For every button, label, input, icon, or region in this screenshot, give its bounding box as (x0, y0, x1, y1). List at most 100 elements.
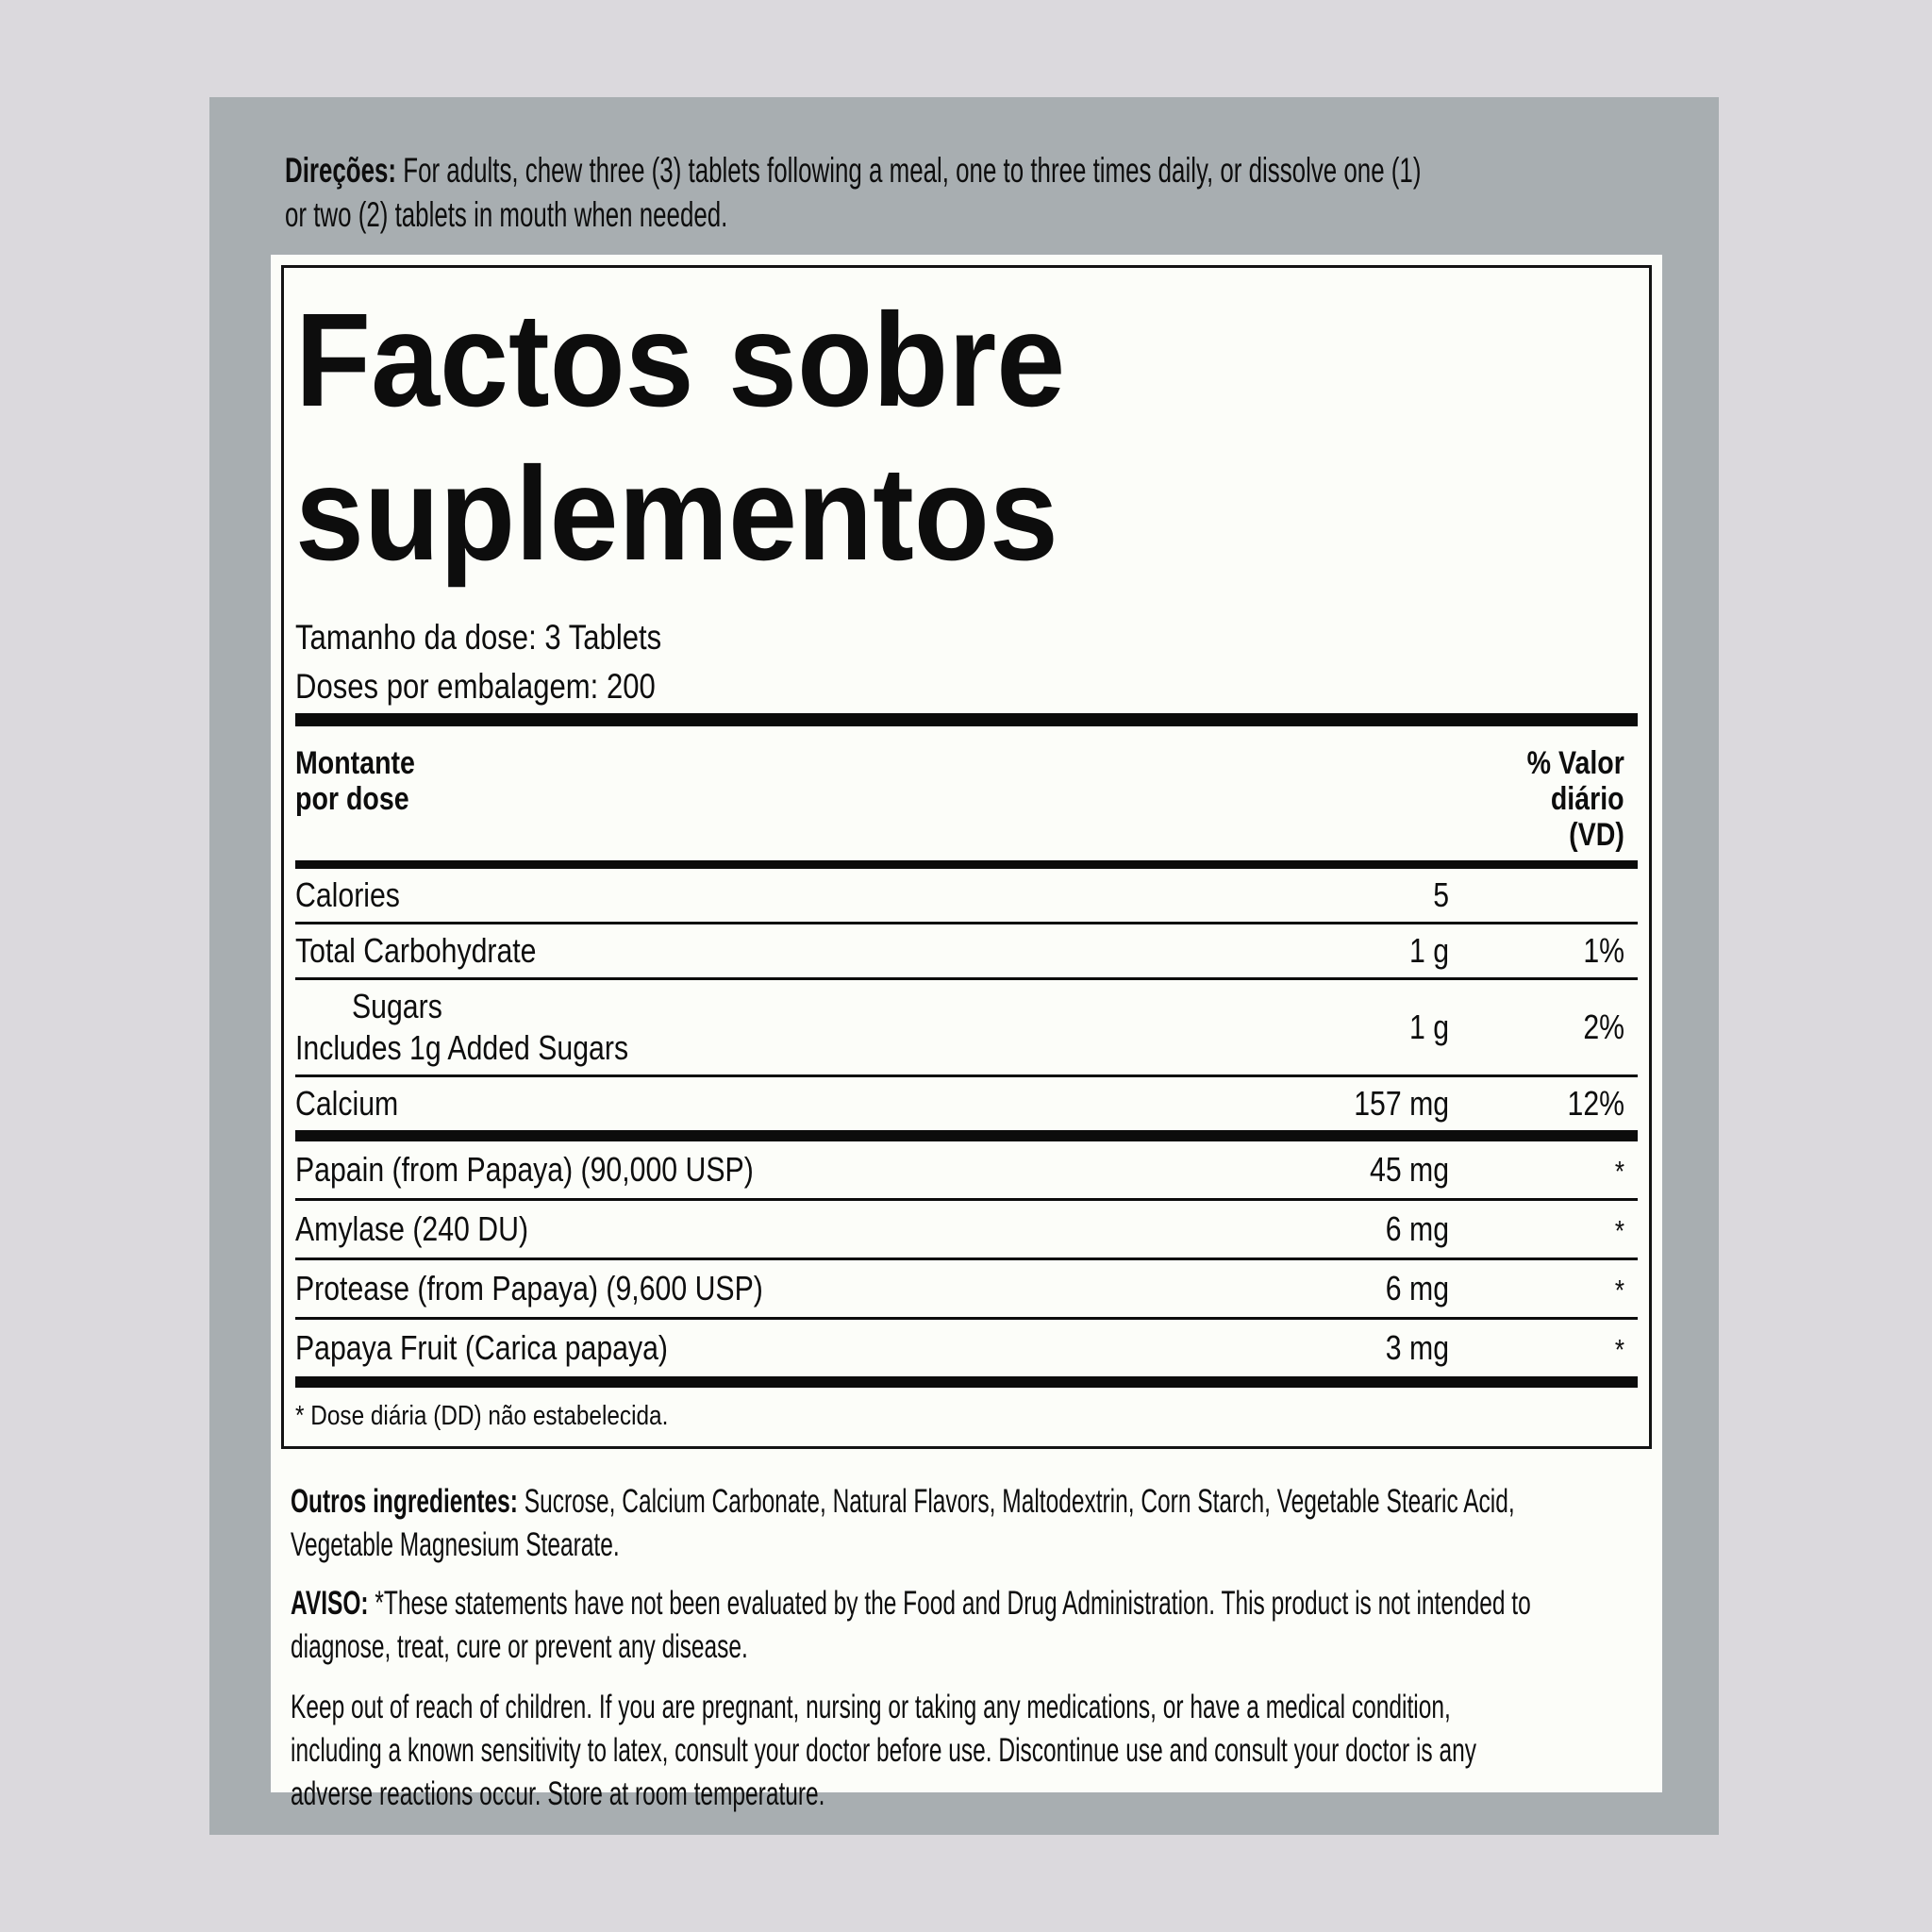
row-label: Papaya Fruit (Carica papaya) (295, 1327, 1307, 1369)
table-row-amylase: Amylase (240 DU) 6 mg * (295, 1201, 1638, 1260)
caution-line-1: Keep out of reach of children. If you ar… (291, 1686, 1642, 1729)
row-dv: 2% (1449, 1007, 1638, 1048)
directions-line-1: Direções: For adults, chew three (3) tab… (285, 148, 1672, 192)
caution-line-3: adverse reactions occur. Store at room t… (291, 1773, 1642, 1816)
row-amount: 1 g (1307, 1007, 1449, 1048)
servings-per-container-text: Doses por embalagem: 200 (295, 667, 656, 706)
fda-warning-paragraph: AVISO: *These statements have not been e… (291, 1582, 1642, 1669)
directions-line-2: or two (2) tablets in mouth when needed. (285, 192, 1672, 237)
row-amount-text: 3 mg (1385, 1328, 1449, 1367)
divider-thick-top (295, 713, 1638, 726)
row-amount-text: 1 g (1408, 931, 1449, 970)
dv-header-line-1: % Valor (1430, 745, 1624, 781)
facts-footnote: * Dose diária (DD) não estabelecida. (295, 1388, 1638, 1446)
caution-text-3: adverse reactions occur. Store at room t… (291, 1775, 825, 1812)
dv-header-text-3: (VD) (1569, 817, 1624, 853)
facts-table-header: Montante por dose % Valor diário (VD) (295, 726, 1638, 853)
label-gray-panel: Direções: For adults, chew three (3) tab… (209, 97, 1719, 1835)
row-dv: 12% (1449, 1083, 1638, 1124)
row-label-text: Total Carbohydrate (295, 931, 537, 970)
row-amount: 45 mg (1307, 1149, 1449, 1191)
row-label: Sugars Includes 1g Added Sugars (295, 986, 1307, 1069)
caution-paragraph: Keep out of reach of children. If you ar… (291, 1686, 1642, 1816)
supplement-facts-box: Factos sobre suplementos Tamanho da dose… (281, 265, 1652, 1449)
caution-line-2: including a known sensitivity to latex, … (291, 1729, 1642, 1773)
row-label: Calories (295, 874, 1307, 916)
row-sublabel-text: Includes 1g Added Sugars (295, 1028, 629, 1067)
directions-line-1-text: For adults, chew three (3) tablets follo… (396, 151, 1422, 190)
row-label-text: Calcium (295, 1084, 399, 1123)
row-label: Protease (from Papaya) (9,600 USP) (295, 1268, 1307, 1309)
label-paragraphs: Outros ingredientes: Sucrose, Calcium Ca… (271, 1459, 1662, 1816)
row-dv-text: * (1614, 1274, 1624, 1307)
table-row-papaya-fruit: Papaya Fruit (Carica papaya) 3 mg * (295, 1320, 1638, 1388)
row-amount: 3 mg (1307, 1327, 1449, 1369)
row-dv-text: * (1614, 1155, 1624, 1188)
fda-warning-lead: AVISO: (291, 1585, 369, 1622)
row-label: Amylase (240 DU) (295, 1208, 1307, 1250)
facts-title-line-2: suplementos (295, 437, 1638, 591)
row-amount: 6 mg (1307, 1208, 1449, 1250)
other-ingredients-text-2: Vegetable Magnesium Stearate. (291, 1526, 620, 1563)
row-amount-text: 6 mg (1385, 1209, 1449, 1248)
amount-header-text-2: por dose (295, 781, 409, 817)
dv-header-text-1: % Valor (1526, 745, 1624, 781)
row-label-text: Amylase (240 DU) (295, 1209, 529, 1248)
row-amount-text: 1 g (1408, 1008, 1449, 1046)
row-dv: * (1449, 1207, 1638, 1252)
caution-text-2: including a known sensitivity to latex, … (291, 1732, 1476, 1769)
row-label-text: Sugars (352, 987, 442, 1025)
fda-warning-rest: *These statements have not been evaluate… (368, 1585, 1531, 1622)
serving-info: Tamanho da dose: 3 Tablets Doses por emb… (295, 613, 1638, 711)
amount-header-line-2: por dose (295, 781, 1430, 817)
row-label: Calcium (295, 1083, 1307, 1124)
other-ingredients-rest: Sucrose, Calcium Carbonate, Natural Flav… (517, 1483, 1515, 1520)
row-label: Papain (from Papaya) (90,000 USP) (295, 1149, 1307, 1191)
other-ingredients-line-2: Vegetable Magnesium Stearate. (291, 1524, 1642, 1567)
facts-title-text-2: suplementos (295, 439, 1058, 588)
table-row-sugars: Sugars Includes 1g Added Sugars 1 g 2% (295, 980, 1638, 1077)
other-ingredients-line-1: Outros ingredientes: Sucrose, Calcium Ca… (291, 1480, 1642, 1524)
row-label-line-2: Includes 1g Added Sugars (295, 1027, 1307, 1069)
directions-line-2-text: or two (2) tablets in mouth when needed. (285, 195, 728, 234)
dv-column-header: % Valor diário (VD) (1430, 745, 1638, 853)
facts-title-line-1: Factos sobre (295, 283, 1638, 437)
other-ingredients-lead: Outros ingredientes: (291, 1483, 518, 1520)
row-dv-text: 2% (1583, 1008, 1624, 1046)
caution-text-1: Keep out of reach of children. If you ar… (291, 1689, 1451, 1725)
row-dv: * (1449, 1147, 1638, 1192)
row-dv-text: * (1614, 1214, 1624, 1247)
row-label-line-1: Sugars (295, 986, 1307, 1027)
row-amount-text: 157 mg (1354, 1084, 1449, 1123)
fda-warning-text-2: diagnose, treat, cure or prevent any dis… (291, 1628, 748, 1665)
facts-title-text-1: Factos sobre (295, 285, 1066, 434)
other-ingredients-paragraph: Outros ingredientes: Sucrose, Calcium Ca… (291, 1480, 1642, 1567)
row-amount-text: 45 mg (1369, 1150, 1449, 1189)
serving-size: Tamanho da dose: 3 Tablets (295, 613, 1638, 662)
directions-paragraph: Direções: For adults, chew three (3) tab… (285, 148, 1672, 237)
row-dv: 1% (1449, 930, 1638, 972)
directions-lead: Direções: (285, 151, 397, 190)
amount-column-header: Montante por dose (295, 745, 1430, 853)
row-dv-text: * (1614, 1333, 1624, 1366)
row-label-text: Calories (295, 875, 400, 914)
row-amount: 1 g (1307, 930, 1449, 972)
table-row-papain: Papain (from Papaya) (90,000 USP) 45 mg … (295, 1141, 1638, 1201)
servings-per-container: Doses por embalagem: 200 (295, 662, 1638, 711)
row-label: Total Carbohydrate (295, 930, 1307, 972)
serving-size-text: Tamanho da dose: 3 Tablets (295, 618, 662, 657)
amount-header-line-1: Montante (295, 745, 1430, 781)
row-amount: 6 mg (1307, 1268, 1449, 1309)
fda-warning-line-1: AVISO: *These statements have not been e… (291, 1582, 1642, 1625)
table-row-protease: Protease (from Papaya) (9,600 USP) 6 mg … (295, 1260, 1638, 1320)
row-label-text: Protease (from Papaya) (9,600 USP) (295, 1269, 763, 1307)
row-amount: 5 (1307, 874, 1449, 916)
row-label-text: Papaya Fruit (Carica papaya) (295, 1328, 668, 1367)
fda-warning-text-1: AVISO: *These statements have not been e… (291, 1582, 1531, 1625)
table-row-calcium: Calcium 157 mg 12% (295, 1077, 1638, 1141)
row-dv-text: 12% (1567, 1084, 1624, 1123)
amount-header-text-1: Montante (295, 745, 415, 781)
dv-header-line-3: (VD) (1430, 817, 1624, 853)
divider-medium-header (295, 860, 1638, 869)
table-row-total-carbohydrate: Total Carbohydrate 1 g 1% (295, 924, 1638, 980)
